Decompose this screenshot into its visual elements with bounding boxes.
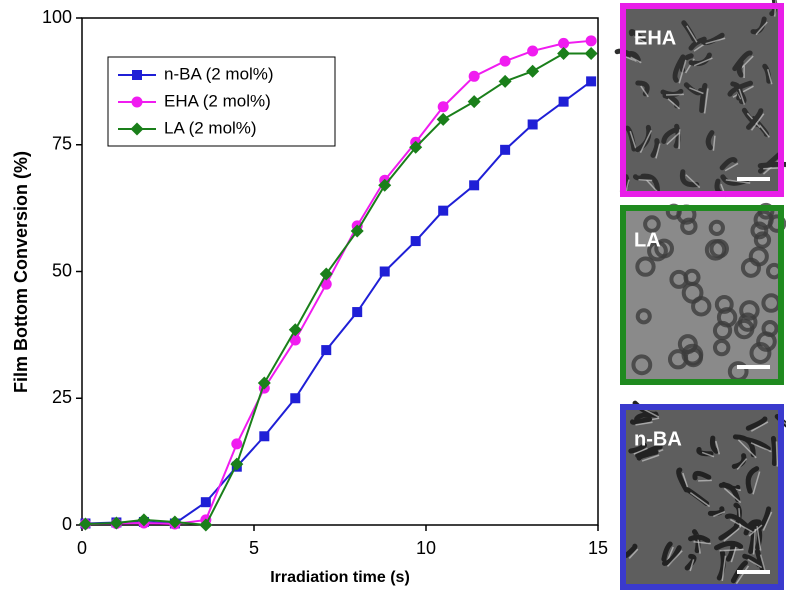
legend-label: LA (2 mol%) <box>164 118 257 137</box>
texture <box>739 63 741 75</box>
data-point <box>527 45 538 56</box>
data-point <box>499 75 512 88</box>
panel-label: EHA <box>634 27 676 49</box>
data-point <box>320 268 333 281</box>
data-point <box>380 267 390 277</box>
y-tick-label: 75 <box>52 134 72 154</box>
data-point <box>557 47 570 60</box>
data-point <box>438 206 448 216</box>
data-point <box>586 35 597 46</box>
y-tick-label: 100 <box>42 7 72 27</box>
x-axis-title: Irradiation time (s) <box>270 569 410 586</box>
texture <box>638 180 652 181</box>
y-tick-label: 0 <box>62 514 72 534</box>
data-point <box>469 71 480 82</box>
texture <box>776 441 777 466</box>
y-tick-label: 50 <box>52 260 72 280</box>
data-point <box>585 47 598 60</box>
x-tick-label: 5 <box>249 538 259 558</box>
series-line <box>85 81 591 523</box>
x-tick-label: 0 <box>77 538 87 558</box>
data-point <box>528 119 538 129</box>
data-point <box>321 345 331 355</box>
legend-marker <box>132 97 143 108</box>
y-tick-label: 25 <box>52 387 72 407</box>
data-point <box>559 97 569 107</box>
legend-marker <box>132 70 142 80</box>
data-point <box>438 101 449 112</box>
x-tick-label: 10 <box>416 538 436 558</box>
data-point <box>259 431 269 441</box>
texture <box>632 419 649 422</box>
data-point <box>469 180 479 190</box>
data-point <box>526 65 539 78</box>
y-axis-title: Film Bottom Conversion (%) <box>11 151 31 393</box>
data-point <box>500 145 510 155</box>
texture <box>635 177 649 178</box>
data-point <box>586 76 596 86</box>
data-point <box>290 393 300 403</box>
data-point <box>468 95 481 108</box>
texture <box>773 438 774 463</box>
legend-label: n-BA (2 mol%) <box>164 64 274 83</box>
x-tick-label: 15 <box>588 538 608 558</box>
panel-label: n-BA <box>634 428 682 450</box>
legend-label: EHA (2 mol%) <box>164 91 271 110</box>
panel-label: LA <box>634 229 661 251</box>
data-point <box>411 236 421 246</box>
data-point <box>231 438 242 449</box>
data-point <box>352 307 362 317</box>
data-point <box>201 497 211 507</box>
texture <box>666 94 684 95</box>
data-point <box>289 323 302 336</box>
data-point <box>500 56 511 67</box>
